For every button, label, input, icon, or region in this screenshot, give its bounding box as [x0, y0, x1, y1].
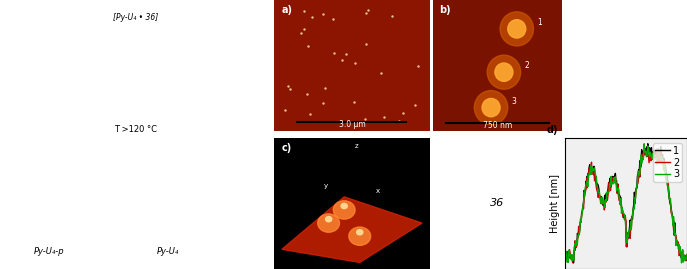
Point	[412, 64, 423, 68]
Text: Py-U₄-p: Py-U₄-p	[34, 247, 64, 256]
3	[683, 253, 687, 256]
Circle shape	[495, 63, 513, 81]
Circle shape	[349, 227, 371, 245]
Polygon shape	[282, 197, 422, 263]
Point	[348, 99, 359, 104]
Circle shape	[357, 230, 363, 235]
Circle shape	[482, 98, 500, 117]
Line: 1: 1	[565, 144, 687, 263]
Circle shape	[326, 217, 332, 222]
1	[568, 254, 576, 257]
Point	[386, 14, 397, 18]
Point	[359, 117, 370, 122]
Point	[328, 17, 339, 21]
3	[566, 255, 574, 258]
Point	[283, 84, 294, 89]
Point	[379, 115, 390, 119]
1	[561, 253, 570, 256]
Text: 2: 2	[524, 61, 529, 70]
Point	[376, 70, 387, 75]
1	[585, 174, 593, 177]
2	[569, 258, 577, 261]
Legend: 1, 2, 3: 1, 2, 3	[653, 143, 682, 182]
Point	[329, 51, 340, 55]
Point	[337, 58, 348, 62]
Point	[304, 112, 315, 116]
Text: y: y	[324, 183, 328, 189]
1	[566, 257, 574, 260]
Circle shape	[341, 203, 348, 209]
Point	[340, 52, 351, 56]
Text: T >120 °C: T >120 °C	[114, 125, 157, 134]
2	[566, 251, 574, 254]
2	[561, 254, 570, 257]
Point	[284, 87, 295, 91]
Point	[362, 8, 373, 12]
1	[644, 142, 652, 145]
Text: x: x	[375, 188, 379, 194]
1	[683, 259, 687, 262]
2	[653, 147, 661, 151]
3	[594, 186, 602, 190]
3	[678, 257, 686, 260]
Circle shape	[487, 55, 521, 89]
Point	[409, 102, 420, 107]
Point	[398, 111, 409, 115]
3	[640, 142, 649, 145]
Line: 2: 2	[565, 149, 687, 262]
Y-axis label: Height [nm]: Height [nm]	[550, 174, 560, 233]
Text: 36: 36	[491, 199, 505, 208]
3	[561, 257, 570, 261]
Text: b): b)	[440, 5, 451, 15]
2	[594, 196, 602, 199]
Text: Py-U₄: Py-U₄	[157, 247, 179, 256]
Circle shape	[500, 12, 534, 46]
3	[677, 261, 686, 264]
1	[594, 184, 602, 187]
1	[569, 261, 577, 265]
Point	[296, 31, 307, 35]
Point	[317, 12, 328, 16]
1	[678, 252, 686, 255]
Point	[361, 42, 372, 46]
Circle shape	[333, 201, 355, 219]
2	[674, 240, 682, 243]
2	[568, 261, 576, 264]
Point	[306, 15, 317, 19]
Text: 750 nm: 750 nm	[483, 121, 512, 130]
1	[674, 244, 682, 247]
Point	[298, 27, 309, 31]
3	[584, 185, 592, 188]
Point	[350, 61, 361, 65]
Text: c): c)	[282, 143, 292, 153]
2	[585, 176, 593, 179]
Text: 3.0 μm: 3.0 μm	[339, 120, 365, 129]
Point	[360, 10, 371, 15]
Circle shape	[317, 214, 339, 232]
Text: z: z	[355, 143, 359, 149]
3	[568, 259, 576, 262]
Circle shape	[508, 20, 526, 38]
Text: 3: 3	[512, 97, 517, 105]
2	[678, 252, 686, 255]
Circle shape	[474, 91, 508, 125]
Point	[302, 92, 313, 96]
Text: [Py-U₄ • 36]: [Py-U₄ • 36]	[113, 13, 158, 22]
Point	[298, 8, 309, 13]
2	[683, 255, 687, 258]
Point	[302, 44, 313, 49]
Point	[393, 118, 404, 123]
Point	[317, 101, 328, 105]
Point	[280, 108, 291, 112]
Text: d): d)	[547, 125, 559, 135]
Line: 3: 3	[565, 144, 687, 263]
Text: 1: 1	[537, 18, 542, 27]
Text: a): a)	[282, 5, 293, 15]
Point	[319, 86, 330, 90]
3	[673, 242, 682, 245]
